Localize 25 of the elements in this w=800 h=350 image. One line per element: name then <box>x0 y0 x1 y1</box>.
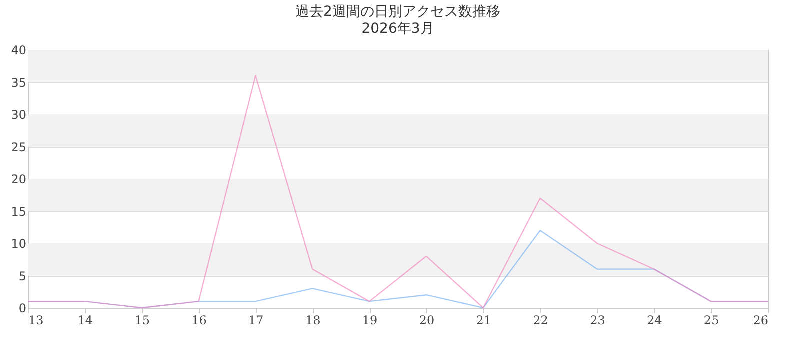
x-tick-label: 26 <box>753 314 768 328</box>
chart-subtitle: 2026年3月 <box>362 21 434 37</box>
x-tick-label: 22 <box>533 314 548 328</box>
x-tick-label: 23 <box>590 314 606 328</box>
x-tick-label: 25 <box>704 314 720 328</box>
y-tick-label: 0 <box>18 302 26 316</box>
x-tick-label: 21 <box>476 314 492 328</box>
y-tick-label: 40 <box>11 44 26 58</box>
y-tick-label: 25 <box>11 140 26 154</box>
x-tick-label: 24 <box>647 314 663 328</box>
x-tick-label: 17 <box>248 314 264 328</box>
x-tick-label: 14 <box>78 314 94 328</box>
y-tick-label: 30 <box>11 108 26 122</box>
x-tick-label: 18 <box>305 314 321 328</box>
y-tick-label: 5 <box>18 269 26 284</box>
y-tick-label: 35 <box>11 76 26 90</box>
x-tick-label: 16 <box>192 314 207 328</box>
y-tick-label: 15 <box>11 204 26 219</box>
y-tick-label: 20 <box>11 172 26 186</box>
x-tick-label: 15 <box>134 314 150 328</box>
y-tick-label: 10 <box>11 237 26 251</box>
x-tick-label: 20 <box>419 314 435 328</box>
x-tick-label: 13 <box>28 314 44 328</box>
chart-title: 過去2週間の日別アクセス数推移 <box>296 4 500 20</box>
x-tick-label: 19 <box>362 314 378 328</box>
